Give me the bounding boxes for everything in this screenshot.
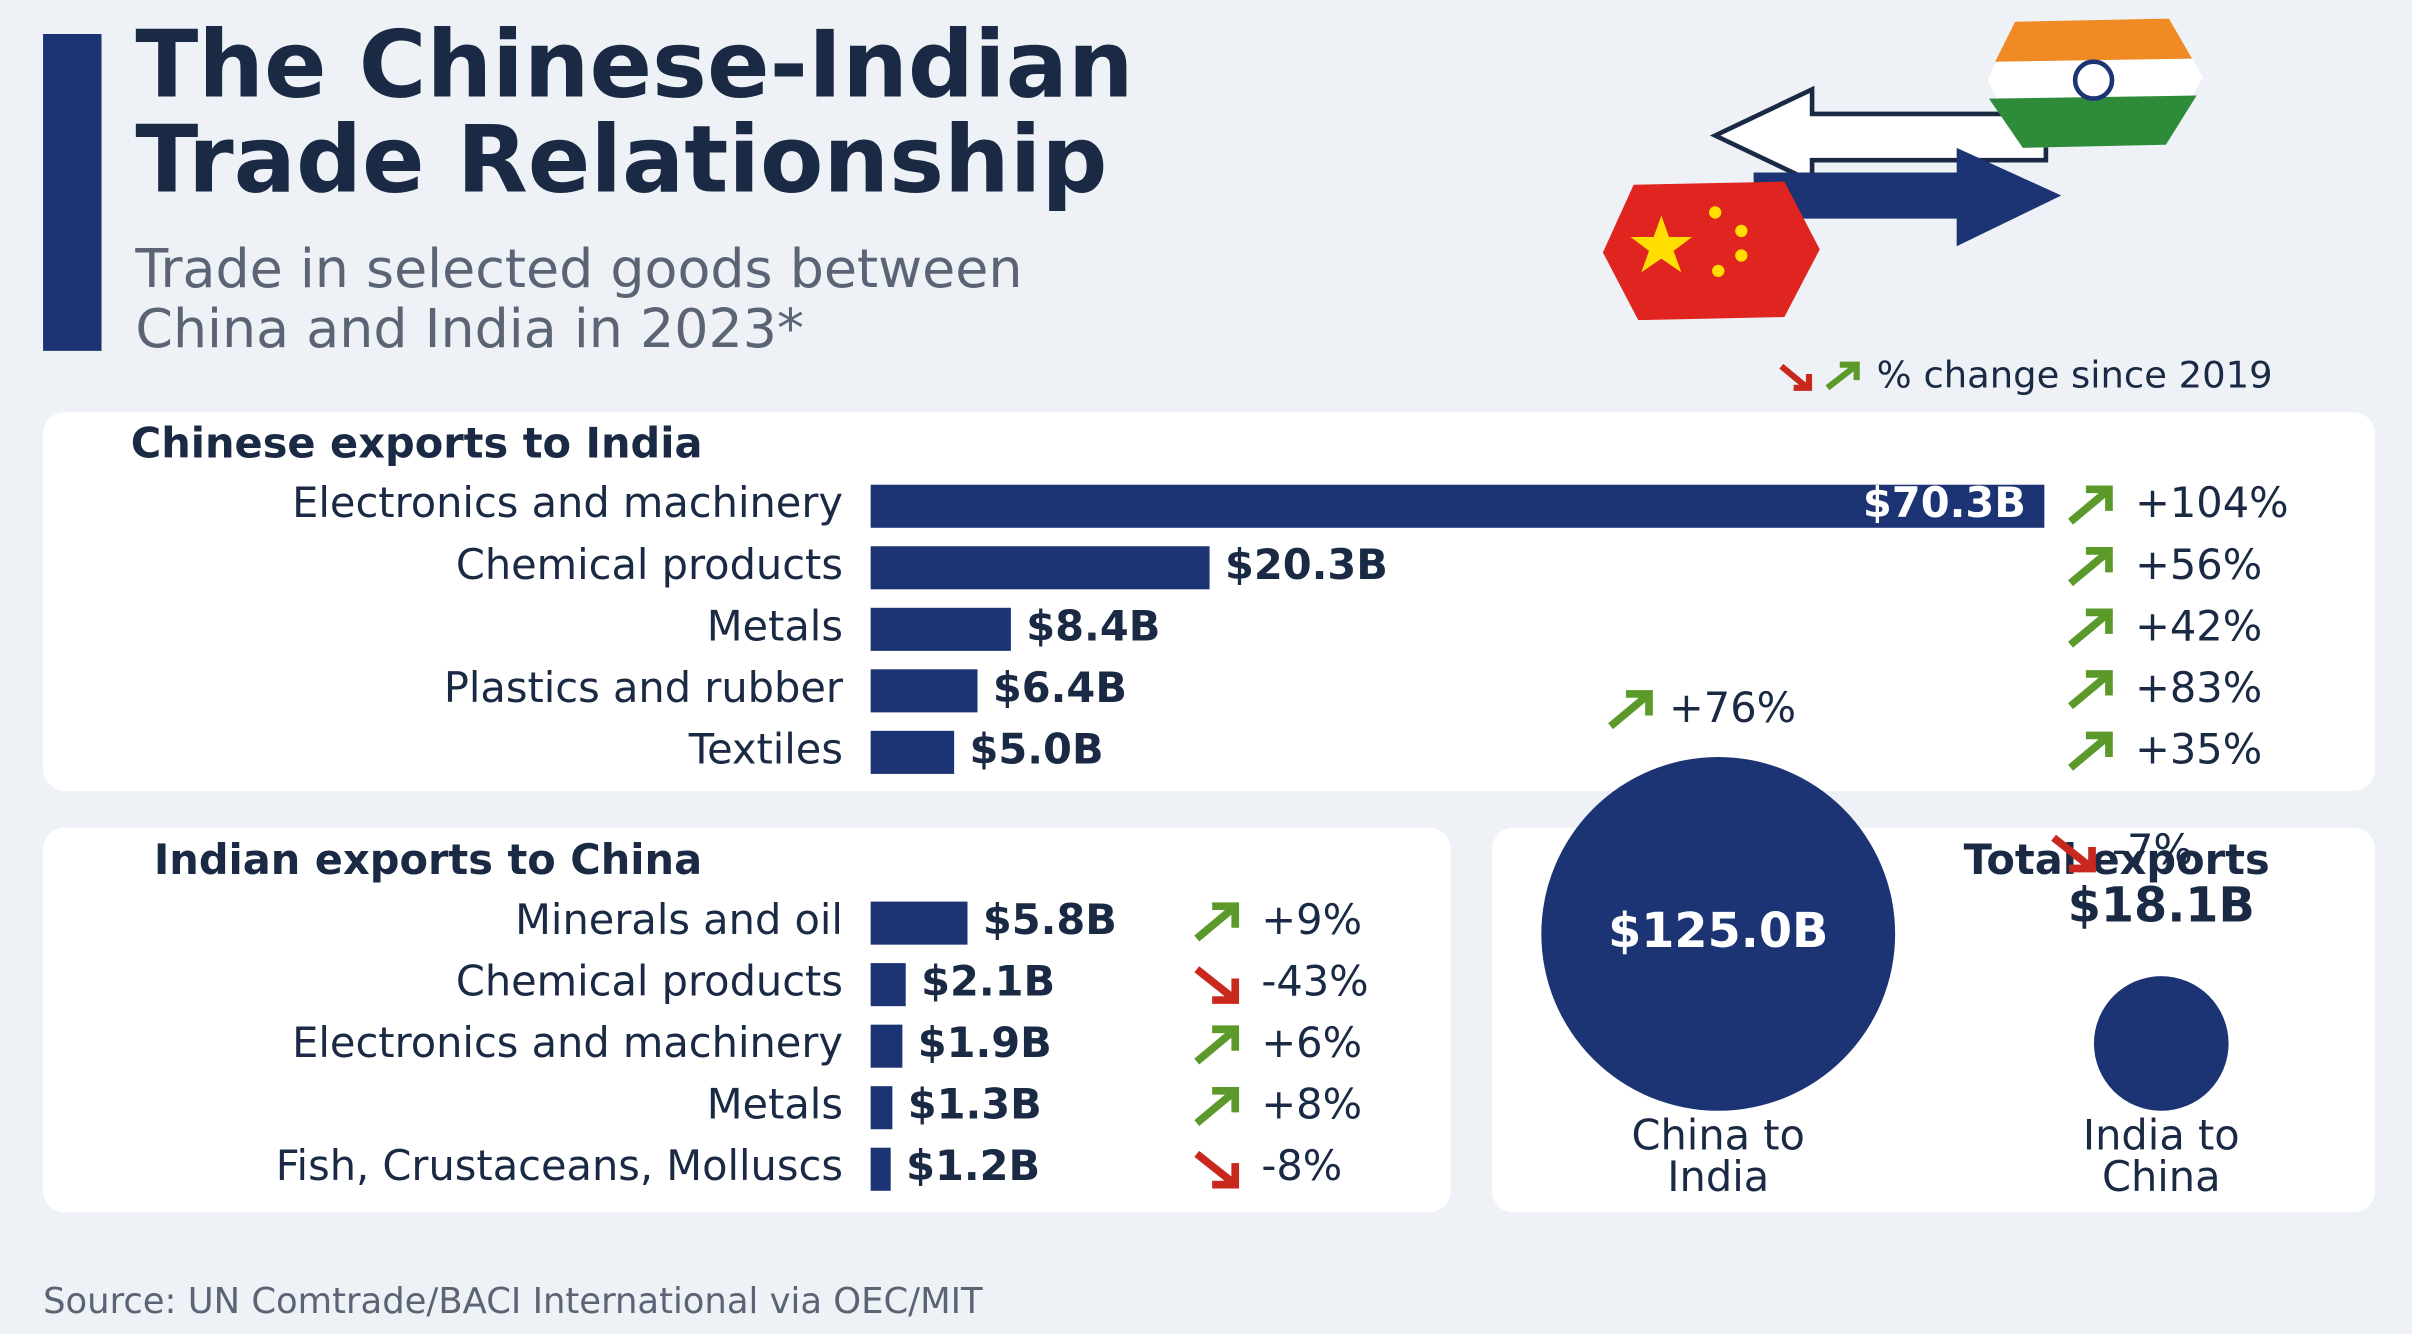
- bar: [870, 901, 968, 945]
- bubble: [2093, 976, 2229, 1111]
- change-arrow: [2068, 547, 2113, 587]
- value-label: $5.0B: [970, 724, 1104, 773]
- category-label: Chemical products: [456, 540, 843, 589]
- change-label: +6%: [1261, 1018, 1362, 1067]
- change-label: +42%: [2135, 601, 2262, 650]
- change-arrow: [1608, 690, 1653, 730]
- category-label: Minerals and oil: [515, 895, 843, 944]
- change-label: +35%: [2135, 724, 2262, 773]
- bar: [870, 1147, 891, 1191]
- change-label: -43%: [1261, 957, 1368, 1006]
- change-label: +104%: [2135, 478, 2288, 527]
- bar: [870, 484, 2045, 528]
- bar: [870, 963, 906, 1007]
- category-label: India: [1667, 1152, 1769, 1201]
- value-label: $5.8B: [983, 895, 1117, 944]
- legend: % change since 2019: [1779, 354, 2273, 397]
- change-arrow: [2068, 670, 2113, 710]
- subtitle: China and India in 2023*: [135, 297, 804, 360]
- change-label: +9%: [1261, 895, 1362, 944]
- value-label: $8.4B: [1026, 601, 1160, 650]
- category-label: Plastics and rubber: [444, 663, 844, 712]
- change-label: +76%: [1669, 683, 1796, 732]
- chart-title: Indian exports to China: [154, 835, 702, 884]
- accent-bar: [43, 34, 102, 351]
- category-label: China to: [1632, 1110, 1805, 1159]
- change-arrow: [2068, 485, 2113, 525]
- category-label: India to: [2083, 1110, 2240, 1159]
- change-arrow: [1194, 1025, 1240, 1065]
- bar: [870, 669, 978, 713]
- bar: [870, 730, 955, 774]
- bar: [870, 607, 1011, 651]
- category-label: Fish, Crustaceans, Molluscs: [276, 1141, 843, 1190]
- bar: [870, 1086, 893, 1130]
- category-label: China: [2102, 1152, 2221, 1201]
- value-label: $1.3B: [908, 1080, 1042, 1129]
- value-label: $125.0B: [1608, 904, 1828, 959]
- change-arrow: [2068, 731, 2113, 771]
- chart-title: Total exports: [1964, 835, 2270, 884]
- flag-illustration: [1602, 18, 2203, 321]
- change-label: +8%: [1261, 1080, 1362, 1129]
- bubble: [1541, 756, 1896, 1111]
- category-label: Chemical products: [456, 957, 843, 1006]
- title: Trade Relationship: [135, 106, 1107, 214]
- value-label: $1.2B: [906, 1141, 1040, 1190]
- value-label: $20.3B: [1225, 540, 1388, 589]
- category-label: Metals: [707, 1080, 843, 1129]
- category-label: Metals: [707, 601, 843, 650]
- change-label: -7%: [2112, 825, 2193, 874]
- panel: [43, 412, 2376, 791]
- legend-label: % change since 2019: [1877, 354, 2273, 397]
- subtitle: Trade in selected goods between: [134, 237, 1022, 300]
- change-arrow: [1194, 1150, 1240, 1189]
- change-arrow: [1194, 966, 1240, 1004]
- category-label: Electronics and machinery: [292, 478, 843, 527]
- value-label: $1.9B: [918, 1018, 1052, 1067]
- value-label: $18.1B: [2068, 878, 2255, 933]
- change-arrow: [1194, 1086, 1240, 1127]
- change-arrow: [2051, 834, 2096, 873]
- value-label: $6.4B: [993, 663, 1127, 712]
- panel: [43, 827, 1451, 1213]
- change-label: +83%: [2135, 663, 2262, 712]
- change-arrow: [1194, 902, 1240, 942]
- source: Source: UN Comtrade/BACI International v…: [43, 1281, 983, 1322]
- change-arrow: [2068, 608, 2113, 648]
- change-label: +56%: [2135, 540, 2262, 589]
- category-label: Electronics and machinery: [292, 1018, 843, 1067]
- value-label: $70.3B: [1863, 478, 2026, 527]
- title: The Chinese-Indian: [135, 10, 1133, 118]
- category-label: Textiles: [688, 724, 843, 773]
- bar: [870, 1024, 903, 1068]
- change-label: -8%: [1261, 1141, 1342, 1190]
- value-label: $2.1B: [921, 957, 1055, 1006]
- chart-title: Chinese exports to India: [131, 418, 703, 467]
- bar: [870, 546, 1210, 590]
